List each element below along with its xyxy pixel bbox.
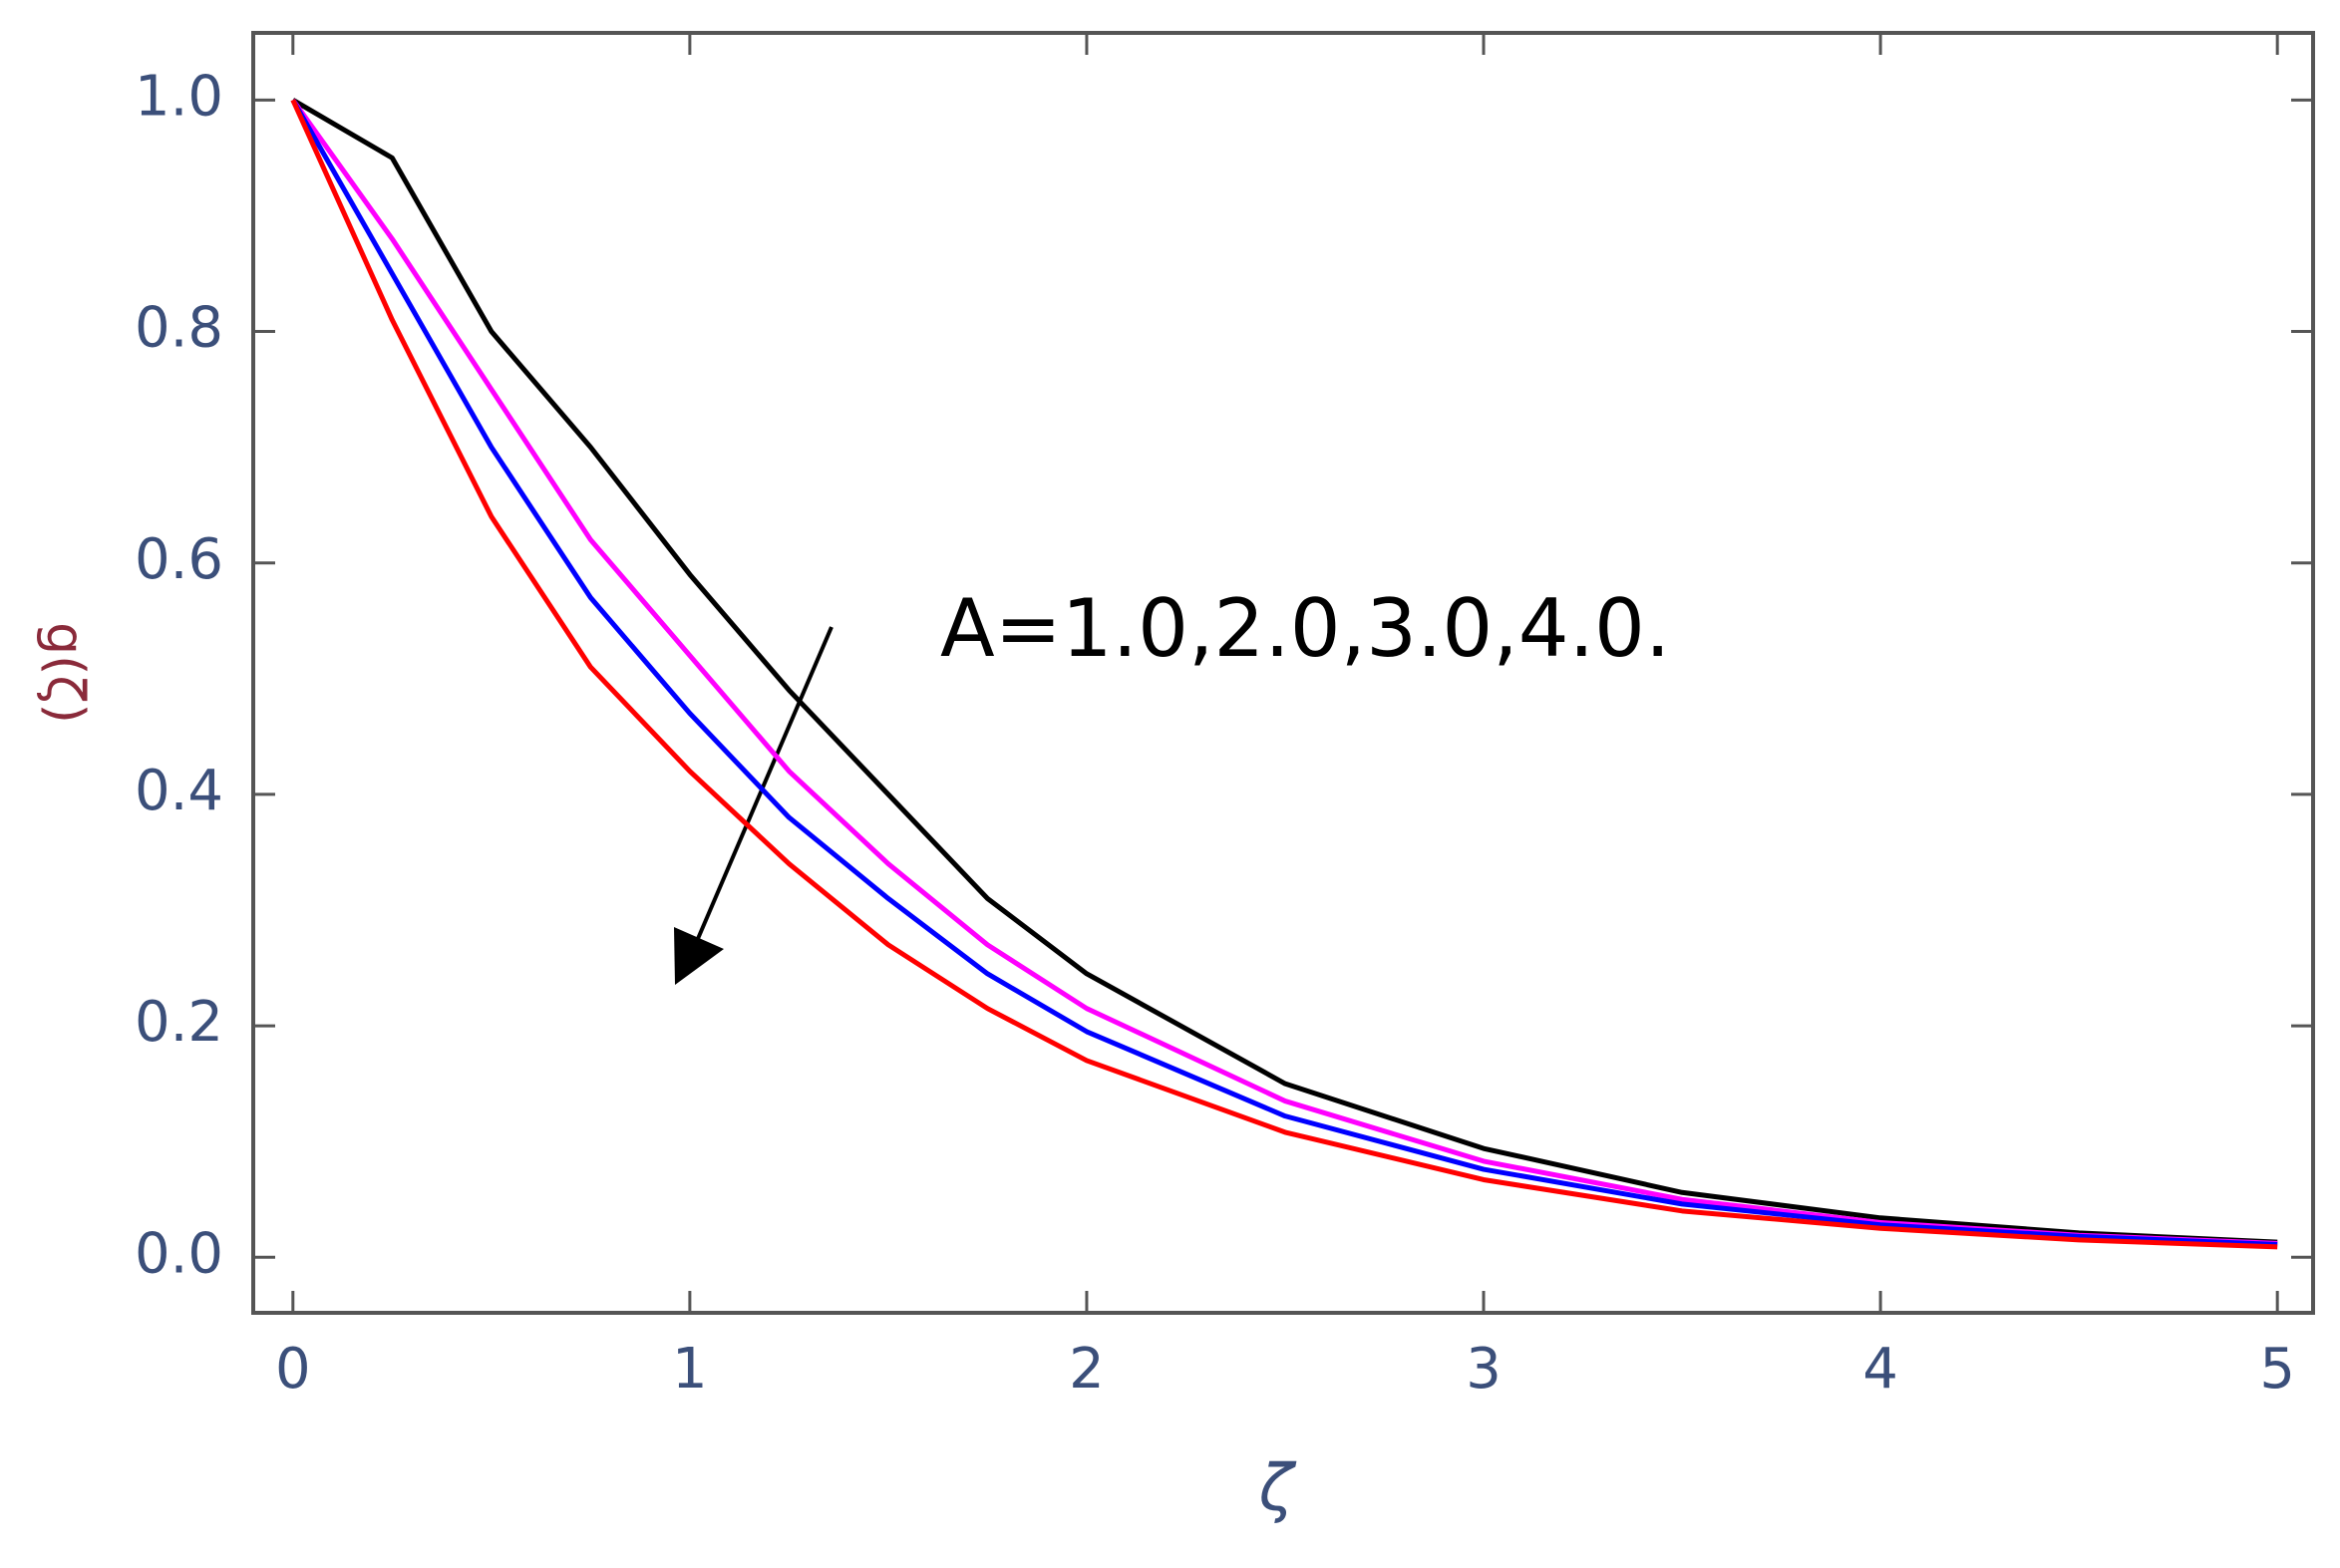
annotation: A=1.0,2.0,3.0,4.0. bbox=[940, 582, 1670, 675]
series-line bbox=[290, 99, 2278, 1250]
x-tick-label: 0 bbox=[275, 1337, 311, 1402]
arrow-head bbox=[674, 927, 724, 985]
x-tick-label: 3 bbox=[1466, 1337, 1502, 1402]
y-tick-label: 1.0 bbox=[135, 64, 223, 129]
x-tick-label: 5 bbox=[2259, 1337, 2295, 1402]
y-tick-label: 0.4 bbox=[135, 759, 223, 823]
x-tick-label: 2 bbox=[1069, 1337, 1105, 1402]
y-tick-label: 0.6 bbox=[135, 527, 223, 592]
series-line bbox=[291, 98, 2278, 1245]
series-line bbox=[290, 98, 2278, 1246]
y-tick-label: 0.0 bbox=[135, 1221, 223, 1286]
y-tick-label: 0.8 bbox=[135, 296, 223, 361]
x-axis-label: ζ bbox=[1258, 1452, 1297, 1526]
annotation-arrow bbox=[686, 626, 834, 963]
series-line bbox=[290, 99, 2278, 1247]
x-tick-label: 4 bbox=[1862, 1337, 1898, 1402]
y-tick-label: 0.2 bbox=[135, 990, 223, 1055]
x-tick-label: 1 bbox=[672, 1337, 708, 1402]
y-axis-label: g(ζ) bbox=[35, 622, 95, 724]
plot-frame bbox=[251, 31, 2315, 1315]
